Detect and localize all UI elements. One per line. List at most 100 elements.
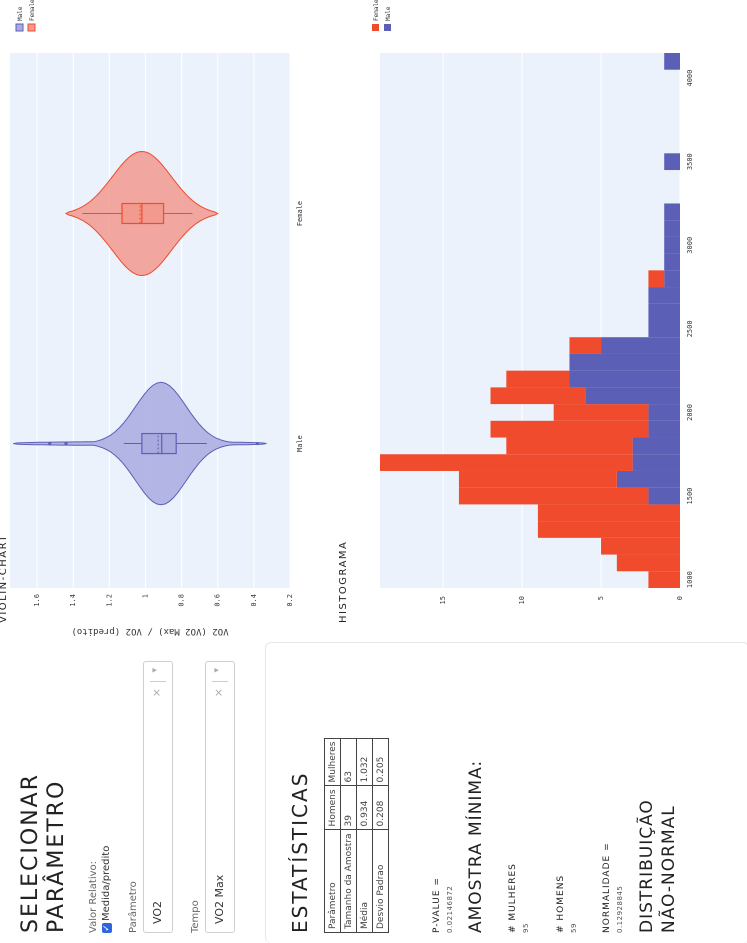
histogram-bar-female <box>380 454 633 471</box>
violin-x-tick-label: Male <box>296 435 304 452</box>
violin-legend-label: Male <box>17 6 24 21</box>
histogram-bar-male <box>664 153 681 171</box>
statistics-card: ESTATÍSTICAS Parâmetro Homens Mulheres T… <box>265 642 747 943</box>
histogram-x-tick-label: 3000 <box>686 237 694 254</box>
violin-y-tick-label: 0.8 <box>178 594 186 607</box>
table-header-row: Parâmetro Homens Mulheres <box>324 738 341 933</box>
histogram-title: HISTOGRAMA <box>338 540 349 623</box>
medida-predito-label: Medida/predito <box>101 845 112 921</box>
histogram-bar-female <box>506 437 633 455</box>
table-header-cell: Homens <box>324 785 341 830</box>
histogram-bar-female <box>506 370 570 388</box>
violin-chart: 0.2 0.4 0.6 0.8 1 1.2 1.4 1.6 VO2 (VO2 Max) / VO… <box>10 0 304 636</box>
table-cell: 39 <box>340 785 357 830</box>
amostra-minima-title: AMOSTRA MÍNIMA: <box>466 759 486 933</box>
violin-plot-area <box>10 53 290 588</box>
histogram-bar-female <box>537 521 680 538</box>
histogram-chart: 0 5 10 15 1000 1500 2000 2500 3000 3500 4000 Female… <box>372 0 694 604</box>
table-header-cell: Mulheres <box>324 738 341 786</box>
table-cell: 0.934 <box>356 785 373 830</box>
normalidade-value: 0.12928845 <box>616 885 624 933</box>
histogram-bar-female <box>490 420 649 438</box>
histogram-bar-male <box>648 287 680 304</box>
parametro-label: Parâmetro <box>128 881 139 933</box>
distribuicao-text: DISTRIBUIÇÃO NÃO-NORMAL <box>637 799 679 933</box>
histogram-x-tick-label: 1500 <box>686 488 694 505</box>
histogram-bar-male <box>664 270 681 288</box>
statistics-title: ESTATÍSTICAS <box>288 771 312 933</box>
histogram-x-tick-label: 2500 <box>686 320 694 337</box>
histogram-bar-male <box>648 303 680 321</box>
histogram-bar-male <box>569 353 680 371</box>
violin-outlier-point <box>255 441 260 446</box>
parametro-value: VO2 <box>151 901 164 924</box>
tempo-value: VO2 Max <box>213 874 226 924</box>
table-cell: Desvio Padrao <box>372 829 389 933</box>
histogram-bar-male <box>648 487 680 505</box>
histogram-bar-male <box>648 420 680 438</box>
histogram-x-tick-label: 1000 <box>686 571 694 588</box>
violin-x-tick-label: Female <box>296 201 304 226</box>
histogram-y-tick-label: 10 <box>518 596 526 604</box>
violin-y-tick-label: 1.4 <box>69 594 77 607</box>
valor-relativo-label: Valor Relativo: <box>88 860 99 933</box>
histogram-bar-female <box>490 387 586 405</box>
homens-value: 59 <box>570 923 578 933</box>
histogram-bar-male <box>664 203 681 221</box>
select-parameter-card: SELECIONAR PARÂMETRO Valor Relativo: ✓ M… <box>0 643 255 943</box>
histogram-y-tick-label: 15 <box>439 596 447 604</box>
histogram-bar-male <box>648 320 680 338</box>
select-divider <box>150 681 166 682</box>
violin-y-tick-label: 0.2 <box>286 594 294 607</box>
table-row: Tamanho da Amostra 39 63 <box>340 738 357 933</box>
histogram-bar-male <box>648 404 680 421</box>
histogram-bar-male <box>664 53 681 70</box>
histogram-bar-male <box>601 337 680 354</box>
violin-y-axis-label: VO2 (VO2 Max) / VO2 (predito) <box>71 626 228 636</box>
histogram-bar-male <box>616 470 680 488</box>
table-cell: 63 <box>340 738 357 786</box>
histogram-bar-male <box>569 370 680 388</box>
histogram-x-tick-label: 2000 <box>686 404 694 421</box>
histogram-bar-female <box>537 504 680 522</box>
histogram-bar-male <box>664 253 681 271</box>
medida-predito-checkbox[interactable]: ✓ <box>102 923 112 933</box>
histogram-bar-female <box>569 337 602 354</box>
select-parameter-title: SELECIONAR PARÂMETRO <box>18 773 69 933</box>
mulheres-value: 95 <box>522 923 530 933</box>
chevron-down-icon[interactable]: ▾ <box>150 668 160 673</box>
parametro-select[interactable]: VO2 × ▾ <box>143 661 173 933</box>
violin-y-tick-label: 0.6 <box>214 594 222 607</box>
tempo-label: Tempo <box>190 900 201 933</box>
homens-label: # HOMENS <box>556 874 566 933</box>
histogram-legend-swatch <box>372 24 379 31</box>
histogram-legend-label: Male <box>385 6 392 21</box>
violin-y-tick-label: 0.4 <box>250 594 258 607</box>
violin-box <box>121 202 165 225</box>
mulheres-label: # MULHERES <box>508 863 518 933</box>
select-divider <box>212 681 228 682</box>
violin-legend-swatch <box>27 23 36 32</box>
histogram-bar-male <box>632 437 681 455</box>
histogram-bar-female <box>458 470 617 488</box>
violin-y-tick-label: 1 <box>141 594 149 598</box>
table-row: Desvio Padrao 0.208 0.205 <box>372 738 389 933</box>
histogram-bar-female <box>553 404 649 421</box>
violin-box <box>141 432 177 455</box>
chevron-down-icon[interactable]: ▾ <box>212 668 222 673</box>
histogram-bar-female <box>458 487 649 505</box>
table-cell: Tamanho da Amostra <box>340 829 357 933</box>
histogram-bar-female <box>648 571 680 588</box>
tempo-select[interactable]: VO2 Max × ▾ <box>205 661 235 933</box>
clear-icon[interactable]: × <box>212 688 225 698</box>
violin-legend-label: Female <box>29 0 36 21</box>
p-value-label: P-VALUE = <box>432 877 442 933</box>
histogram-bar-male <box>664 236 681 254</box>
table-row: Média 0.934 1.032 <box>356 738 373 933</box>
clear-icon[interactable]: × <box>150 688 163 698</box>
statistics-table: Parâmetro Homens Mulheres Tamanho da Amo… <box>324 738 389 933</box>
histogram-y-tick-label: 5 <box>597 596 605 600</box>
table-cell: 1.032 <box>356 738 373 786</box>
histogram-bar-male <box>632 454 681 471</box>
